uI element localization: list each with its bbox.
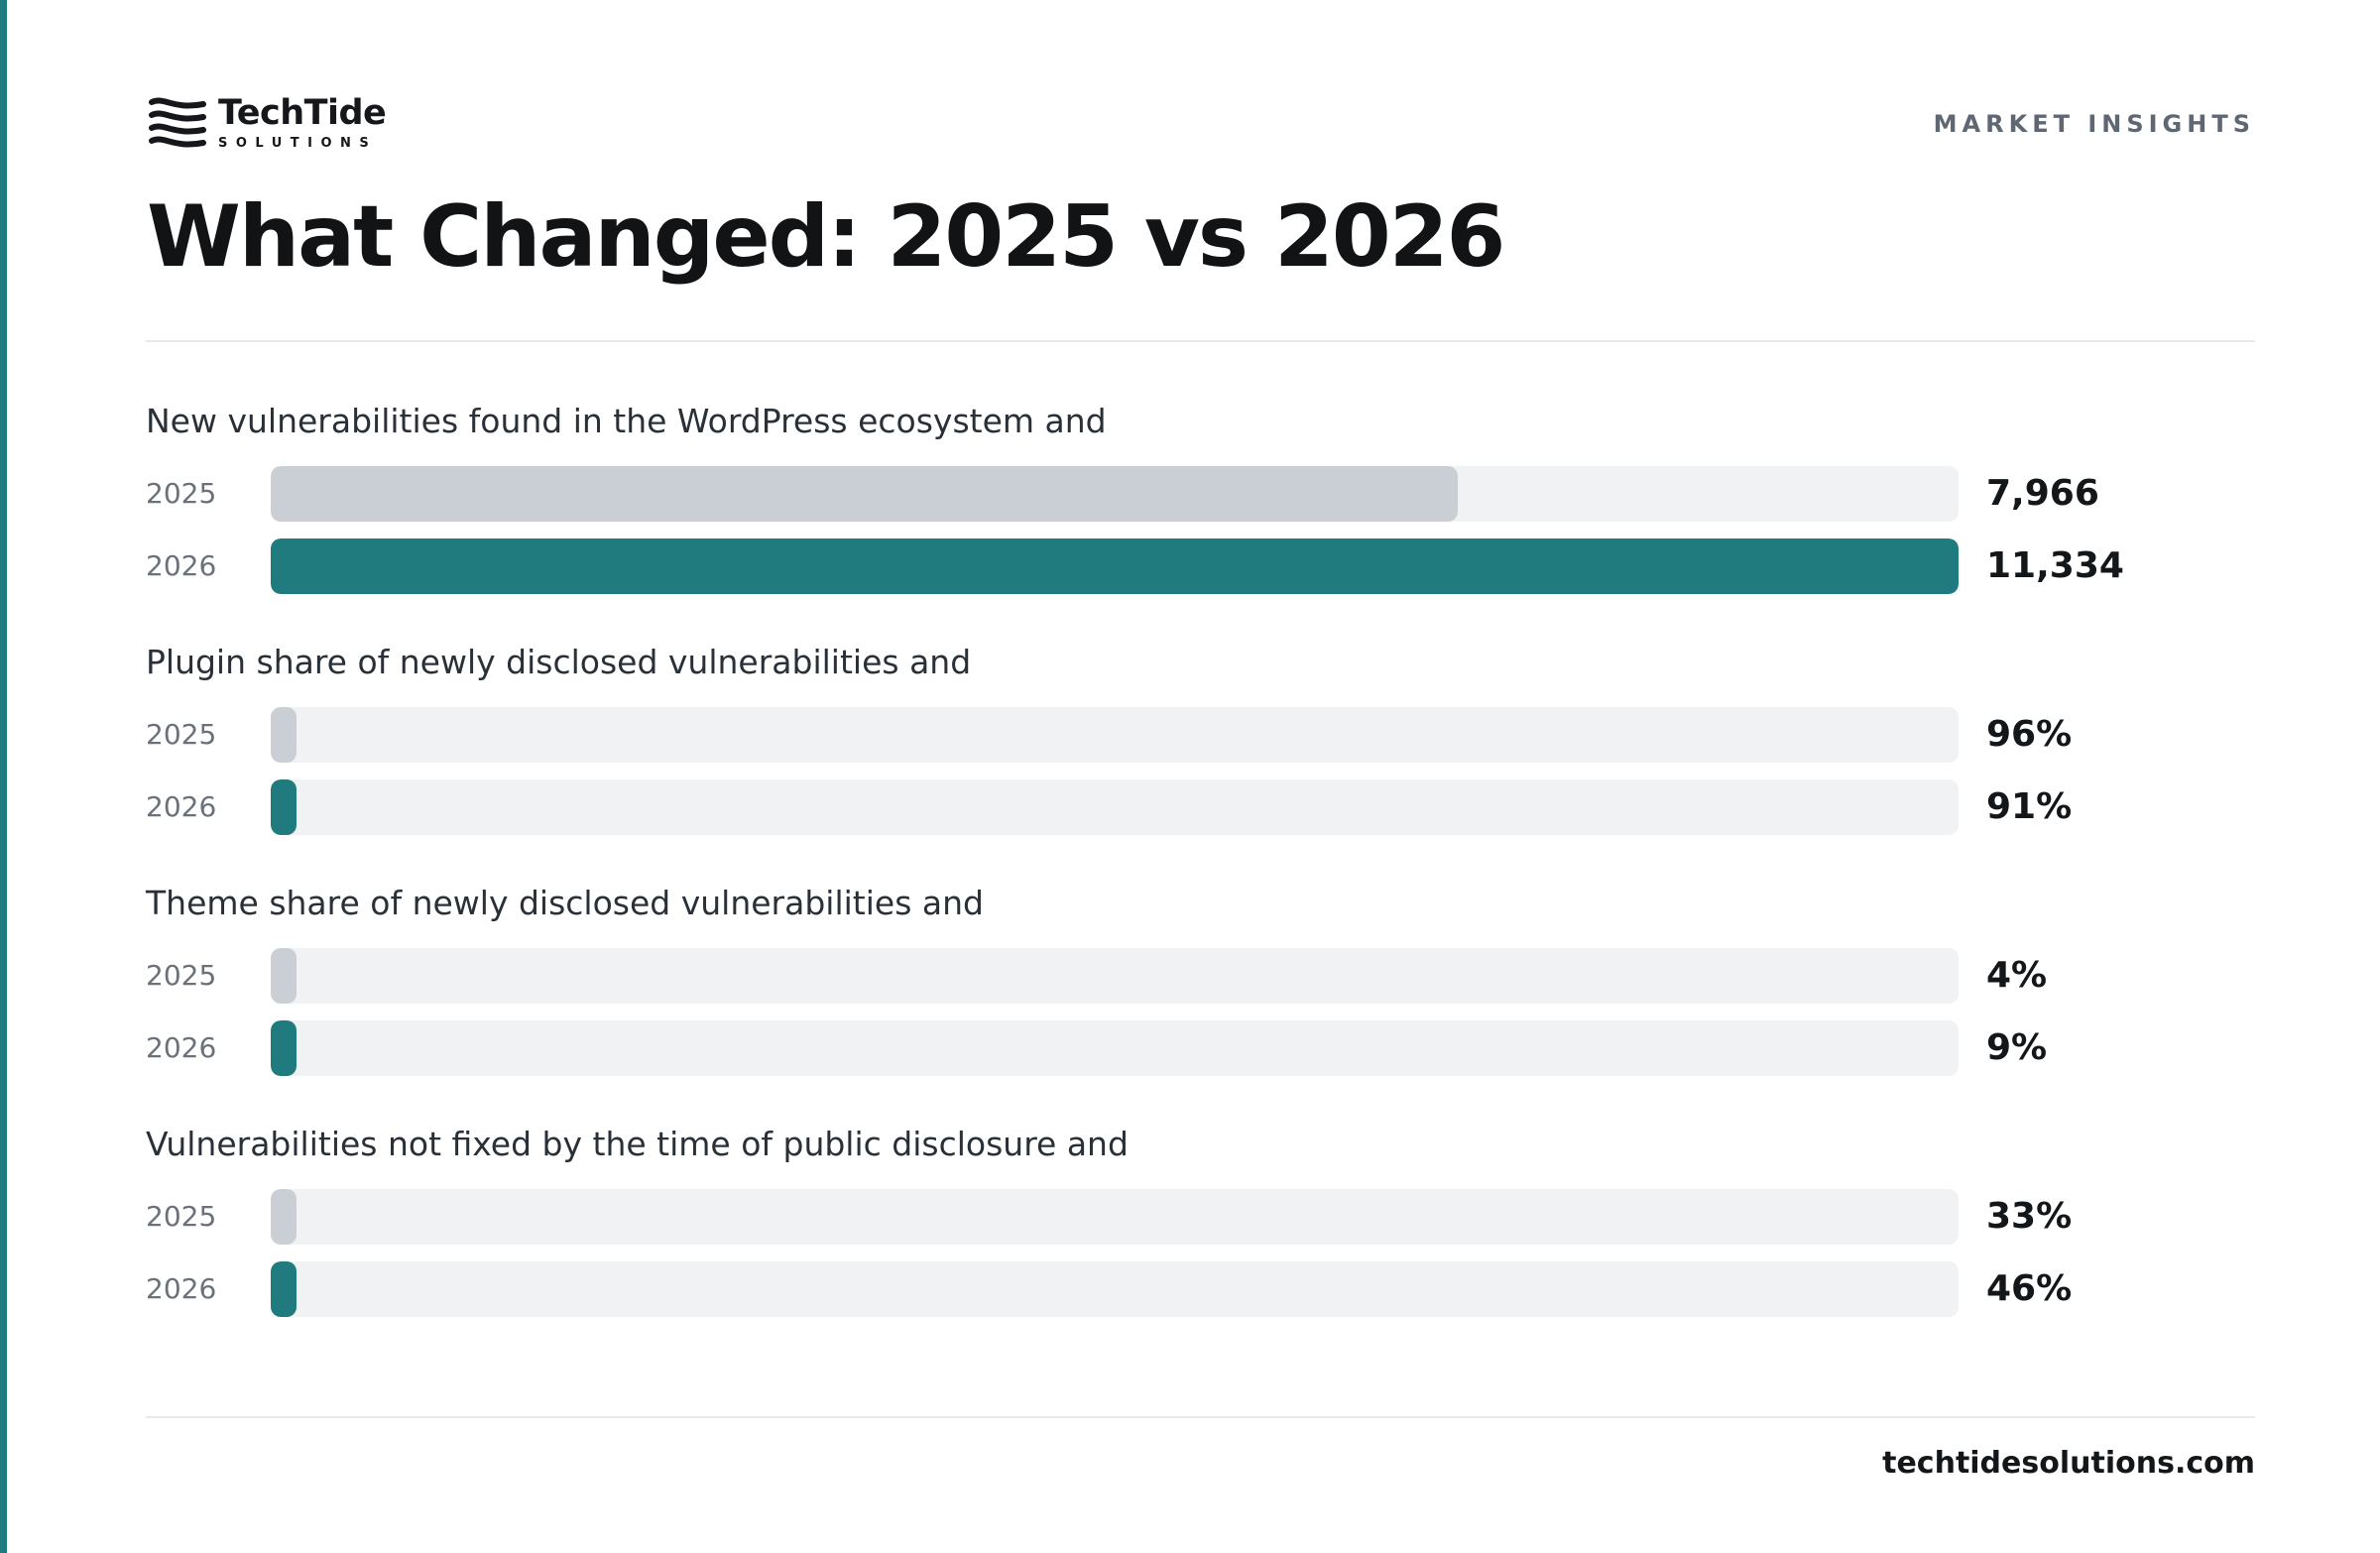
year-label: 2025 bbox=[146, 477, 217, 510]
page-title: What Changed: 2025 vs 2026 bbox=[147, 187, 1505, 287]
bar-2026 bbox=[271, 1261, 297, 1317]
bar-2025 bbox=[271, 948, 297, 1004]
bar-track bbox=[271, 779, 1959, 835]
metric-label: New vulnerabilities found in the WordPre… bbox=[146, 402, 1107, 440]
bar-2025 bbox=[271, 707, 297, 763]
bar-2026 bbox=[271, 779, 297, 835]
year-label: 2026 bbox=[146, 549, 217, 582]
header-divider bbox=[146, 340, 2255, 342]
bar-2025 bbox=[271, 1189, 297, 1245]
year-label: 2025 bbox=[146, 959, 217, 992]
bar-track bbox=[271, 707, 1959, 763]
brand-subtitle: SOLUTIONS bbox=[218, 136, 378, 151]
value-label: 9% bbox=[1986, 1027, 2048, 1068]
bar-track bbox=[271, 1189, 1959, 1245]
year-label: 2026 bbox=[146, 1031, 217, 1064]
bar-track bbox=[271, 1020, 1959, 1076]
year-label: 2025 bbox=[146, 1200, 217, 1233]
value-label: 91% bbox=[1986, 786, 2073, 827]
value-label: 33% bbox=[1986, 1196, 2073, 1237]
year-label: 2026 bbox=[146, 790, 217, 823]
section-tag: MARKET INSIGHTS bbox=[1933, 110, 2255, 138]
wave-stripes-icon bbox=[149, 97, 206, 148]
brand-name: TechTide bbox=[218, 93, 387, 133]
bar-2026 bbox=[271, 538, 1959, 594]
year-label: 2026 bbox=[146, 1272, 217, 1305]
brand-logo: TechTide SOLUTIONS bbox=[149, 93, 387, 153]
metric-label: Theme share of newly disclosed vulnerabi… bbox=[146, 884, 984, 922]
year-label: 2025 bbox=[146, 718, 217, 751]
bar-track bbox=[271, 948, 1959, 1004]
accent-stripe bbox=[0, 0, 7, 1553]
value-label: 11,334 bbox=[1986, 545, 2124, 586]
value-label: 46% bbox=[1986, 1268, 2073, 1309]
bar-2026 bbox=[271, 1020, 297, 1076]
footer-divider bbox=[146, 1416, 2255, 1418]
value-label: 96% bbox=[1986, 714, 2073, 755]
metric-label: Plugin share of newly disclosed vulnerab… bbox=[146, 643, 972, 681]
bar-track bbox=[271, 466, 1959, 522]
bar-track bbox=[271, 538, 1959, 594]
value-label: 4% bbox=[1986, 955, 2048, 996]
value-label: 7,966 bbox=[1986, 473, 2099, 514]
bar-2025 bbox=[271, 466, 1458, 522]
footer-url: techtidesolutions.com bbox=[1882, 1446, 2255, 1481]
metric-label: Vulnerabilities not fixed by the time of… bbox=[146, 1125, 1129, 1163]
bar-track bbox=[271, 1261, 1959, 1317]
